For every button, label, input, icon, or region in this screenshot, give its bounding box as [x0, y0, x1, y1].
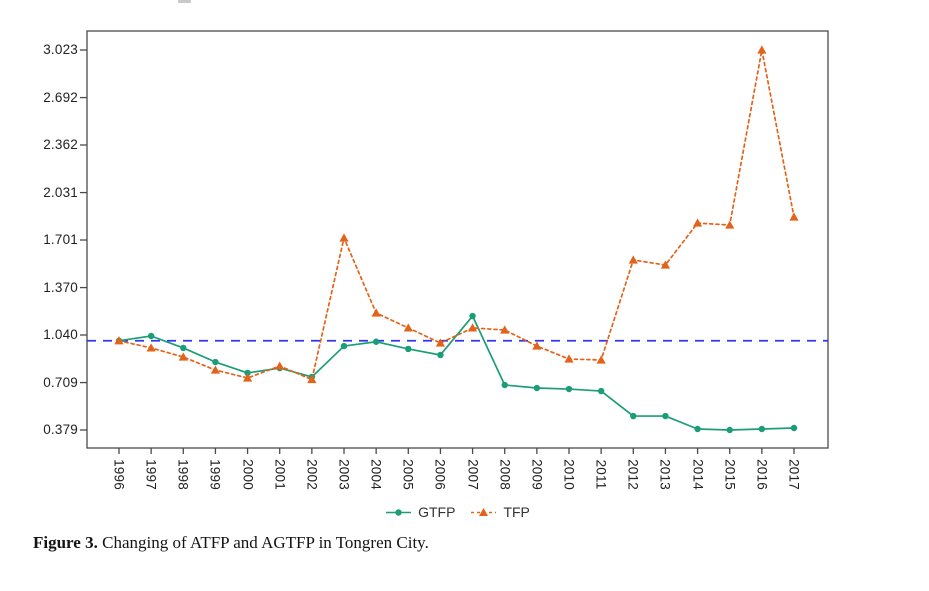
x-axis-tick-label: 2015 [722, 459, 738, 490]
tfp-data-point [725, 220, 735, 229]
plot-border [86, 30, 829, 449]
gtfp-data-point [469, 312, 476, 320]
legend-swatch-marker [479, 507, 489, 516]
tfp-data-point [435, 338, 446, 347]
x-axis-tick-label: 2013 [657, 459, 673, 490]
x-axis-tick-label: 2007 [465, 459, 481, 490]
x-axis-tick-label: 2004 [368, 459, 384, 490]
figure-caption-text: Changing of ATFP and AGTFP in Tongren Ci… [102, 533, 429, 552]
gtfp-data-point [372, 338, 380, 345]
x-axis-tick-label: 2001 [272, 459, 288, 490]
chart-legend: GTFP TFP [87, 502, 828, 522]
cropped-text-artifact [178, 0, 191, 3]
x-axis-tick-label: 1999 [207, 459, 223, 490]
legend-label: GTFP [418, 504, 456, 520]
legend-item-gtfp: GTFP [385, 504, 455, 520]
y-axis-tick-label: 1.370 [43, 279, 78, 295]
x-axis-tick-label: 1997 [143, 459, 159, 490]
tfp-data-point [532, 341, 542, 350]
x-axis-tick-label: 2012 [625, 459, 641, 490]
gtfp-data-point [147, 332, 155, 340]
y-axis-tick-label: 0.379 [43, 422, 78, 437]
x-axis-tick-label: 2010 [561, 459, 577, 490]
tfp-data-point [275, 361, 285, 370]
x-axis-tick-label: 2016 [754, 459, 770, 490]
x-axis-tick-label: 1998 [175, 459, 191, 490]
gtfp-data-point [630, 412, 637, 420]
gtfp-data-point [244, 369, 251, 377]
x-axis-tick-label: 2003 [336, 459, 352, 490]
x-axis-tick-label: 2008 [497, 459, 513, 490]
tfp-data-point [692, 218, 703, 227]
tfp-data-point [339, 233, 349, 242]
gtfp-data-point [437, 351, 444, 359]
legend-triangle-swatch-icon [471, 507, 497, 516]
series-line-tfp [118, 49, 795, 381]
figure-caption-label: Figure 3. [33, 533, 98, 552]
x-axis-tick-label: 2005 [400, 459, 416, 490]
tfp-data-point [178, 352, 188, 361]
gtfp-data-point [662, 412, 669, 420]
y-axis-tick-label: 2.362 [43, 137, 78, 152]
tfp-data-point [628, 255, 638, 264]
gtfp-data-point [790, 424, 798, 432]
y-axis-tick-label: 1.040 [43, 327, 78, 342]
x-axis-tick-label: 2014 [690, 459, 706, 490]
gtfp-data-point [565, 385, 573, 393]
gtfp-data-point [501, 381, 508, 389]
y-axis-tick-label: 3.023 [43, 42, 78, 57]
tfp-data-point [307, 374, 317, 384]
y-axis-tick-label: 2.692 [43, 89, 78, 105]
legend-swatch-marker [395, 508, 402, 516]
y-axis-tick-label: 0.709 [43, 374, 78, 390]
gtfp-data-point [533, 384, 541, 392]
gtfp-data-point [597, 387, 605, 395]
gtfp-data-point [340, 342, 348, 350]
x-axis-tick-label: 2006 [432, 459, 448, 490]
x-axis-tick-label: 2011 [593, 459, 609, 490]
gtfp-data-point [212, 358, 219, 366]
tfp-data-point [500, 325, 510, 334]
series-line-gtfp [118, 315, 795, 431]
tfp-data-point [757, 45, 767, 54]
tfp-data-point [789, 212, 799, 221]
tfp-data-point [242, 373, 253, 382]
legend-item-tfp: TFP [470, 504, 530, 520]
figure-caption: Figure 3. Changing of ATFP and AGTFP in … [33, 533, 733, 553]
gtfp-data-point [694, 425, 701, 433]
tfp-data-point [660, 260, 671, 269]
gtfp-data-point [726, 426, 733, 434]
gtfp-data-point [180, 344, 187, 352]
tfp-data-point [114, 336, 124, 345]
tfp-data-point [596, 355, 606, 364]
legend-label: TFP [503, 504, 530, 520]
x-axis-tick-label: 1996 [111, 459, 127, 490]
y-axis-tick-label: 1.701 [43, 232, 78, 247]
tfp-data-point [146, 343, 156, 352]
tfp-data-point [564, 354, 574, 363]
x-axis-tick-label: 2017 [786, 459, 802, 490]
x-axis-tick-label: 2000 [240, 459, 256, 490]
x-axis-tick-label: 2002 [304, 459, 320, 490]
tfp-data-point [371, 308, 381, 317]
tfp-data-point [210, 365, 221, 374]
x-axis-tick-label: 2009 [529, 459, 545, 490]
tfp-data-point [467, 323, 478, 332]
legend-circle-swatch-icon [386, 508, 412, 516]
tfp-data-point [403, 323, 413, 332]
gtfp-data-point [405, 345, 412, 353]
y-axis-tick-label: 2.031 [43, 184, 78, 200]
gtfp-data-point [758, 425, 766, 433]
